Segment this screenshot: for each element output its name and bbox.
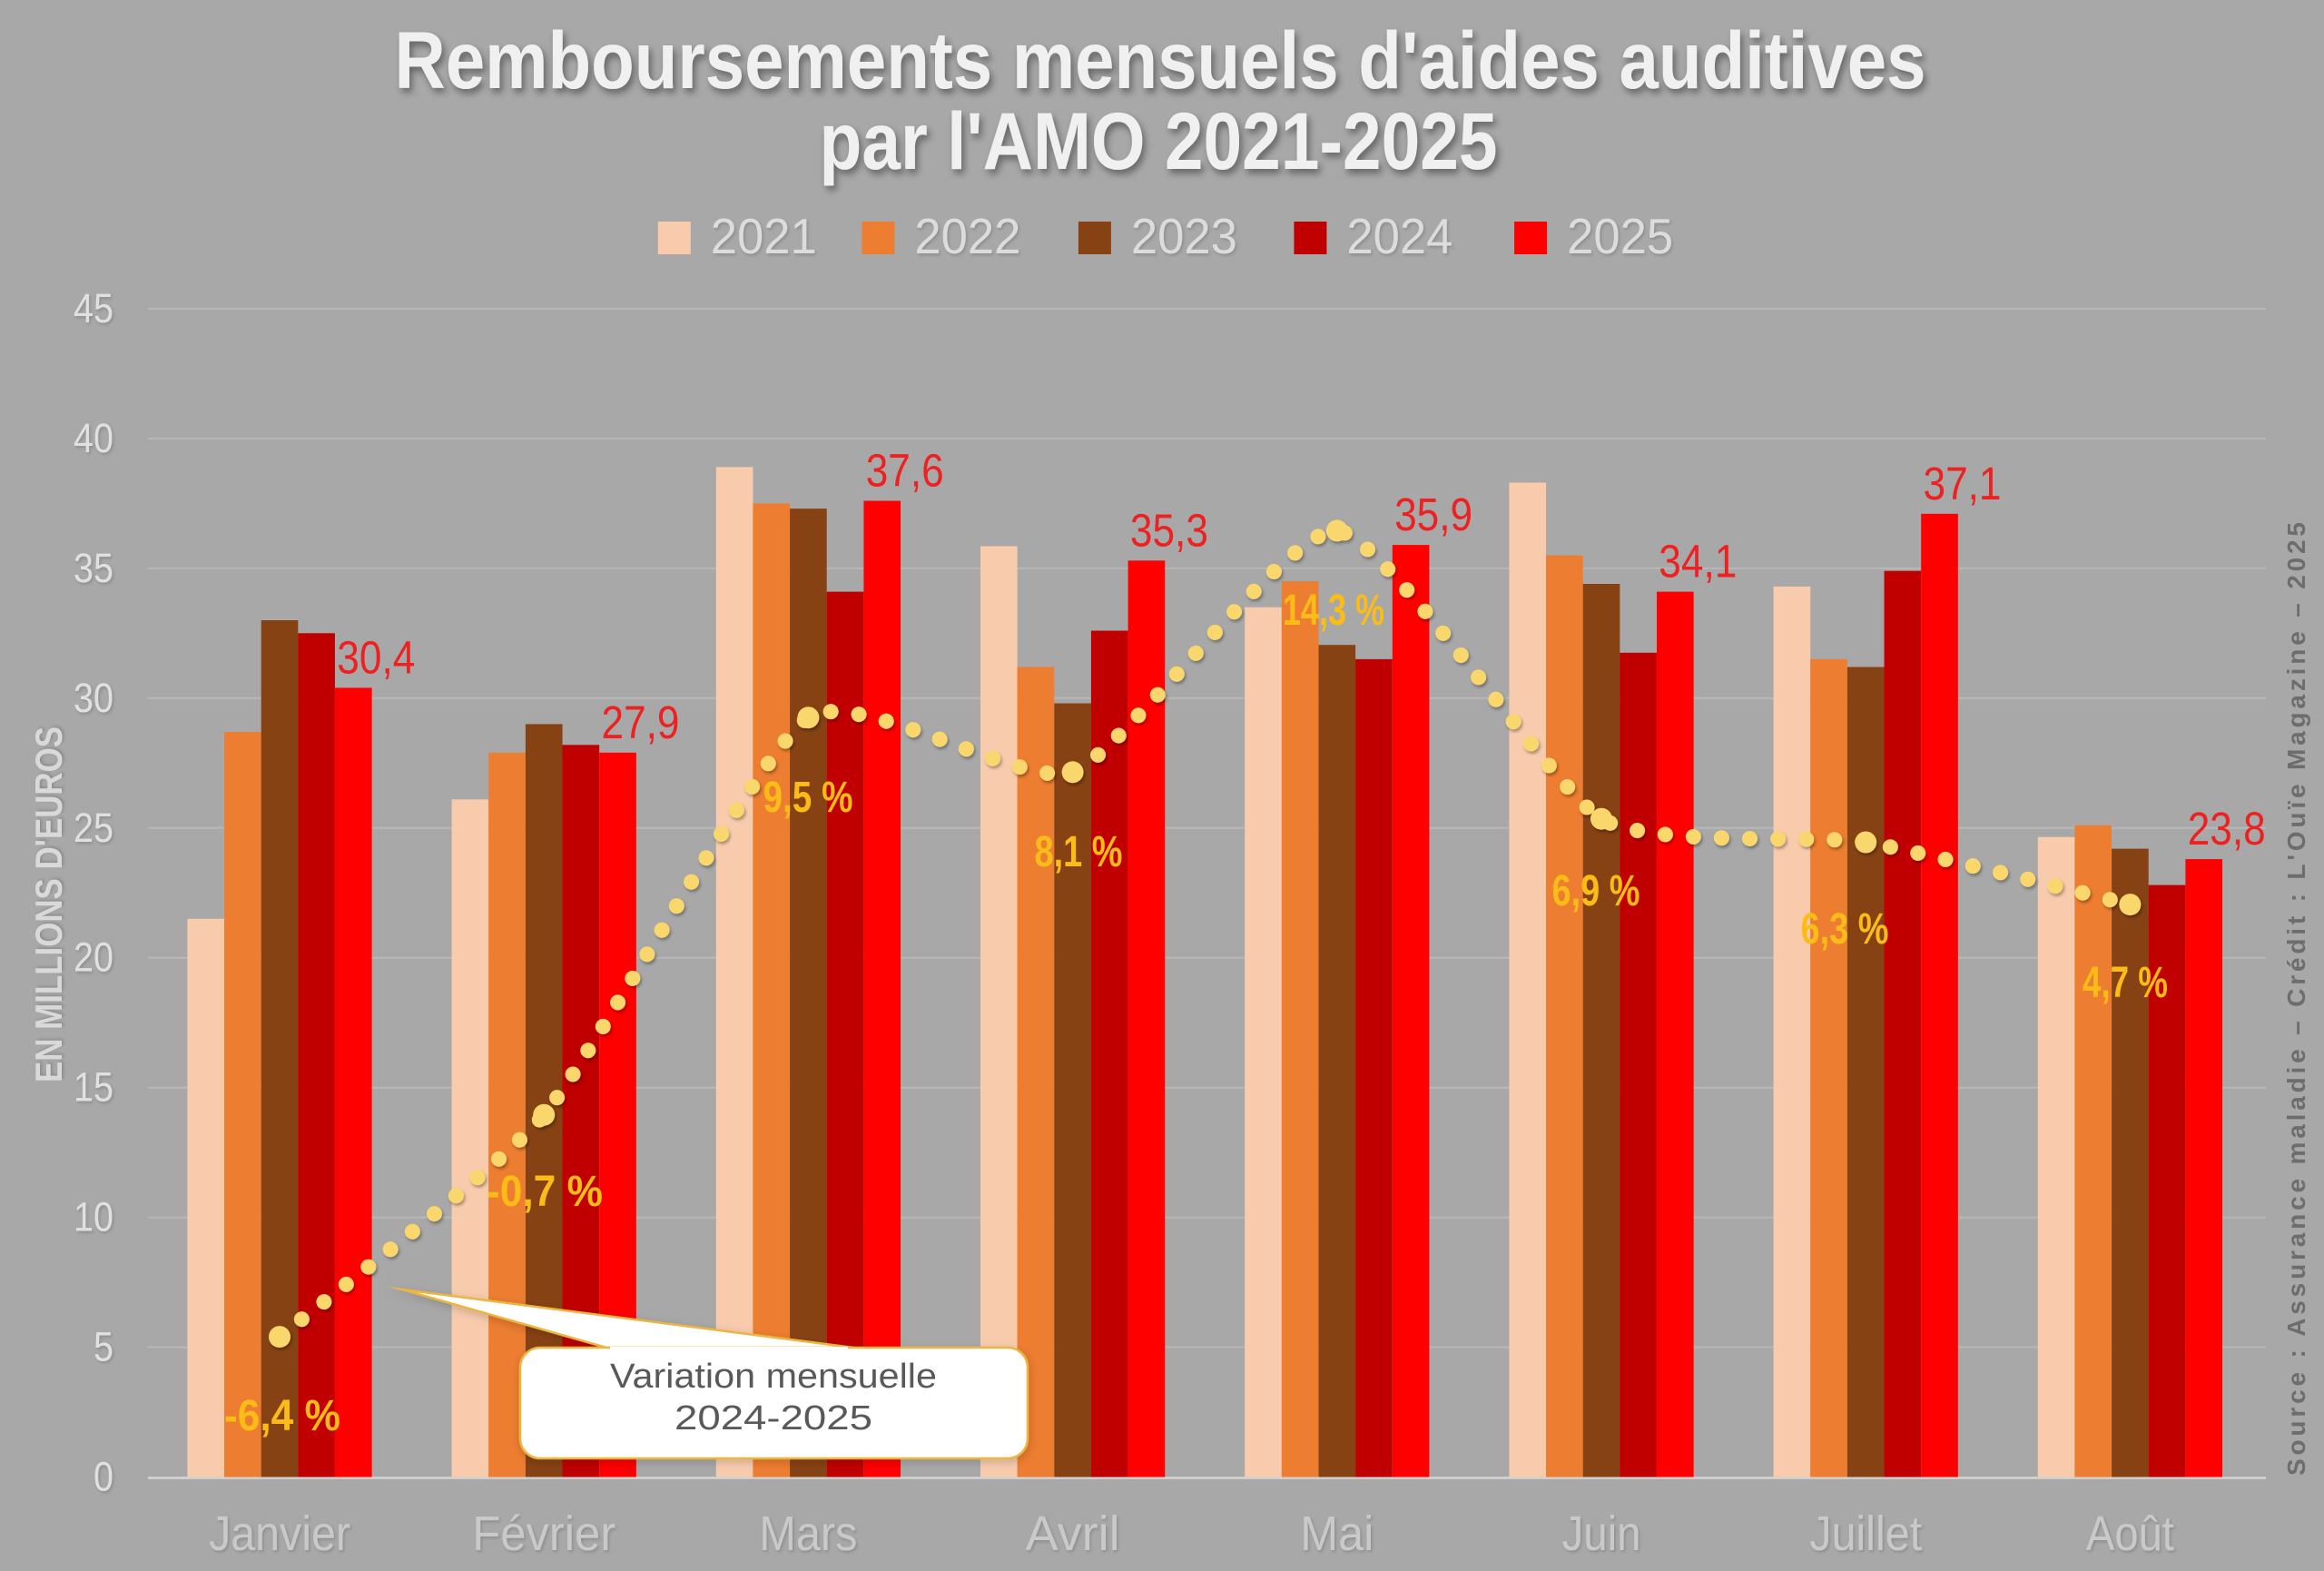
svg-text:Avril: Avril bbox=[1026, 1507, 1120, 1561]
svg-text:Variation mensuelle: Variation mensuelle bbox=[610, 1358, 937, 1396]
svg-text:34,1: 34,1 bbox=[1659, 536, 1737, 588]
svg-text:par l'AMO 2021-2025: par l'AMO 2021-2025 bbox=[820, 95, 1498, 186]
svg-text:30,4: 30,4 bbox=[337, 631, 415, 683]
svg-text:5: 5 bbox=[94, 1324, 113, 1370]
svg-text:6,3 %: 6,3 % bbox=[1801, 905, 1889, 953]
svg-text:2023: 2023 bbox=[1131, 208, 1237, 264]
svg-text:4,7 %: 4,7 % bbox=[2083, 959, 2168, 1007]
svg-text:35: 35 bbox=[74, 545, 113, 591]
svg-text:14,3 %: 14,3 % bbox=[1283, 587, 1384, 635]
svg-text:9,5 %: 9,5 % bbox=[763, 774, 853, 822]
svg-text:Février: Février bbox=[472, 1507, 615, 1561]
svg-text:-0,7 %: -0,7 % bbox=[487, 1168, 603, 1216]
svg-text:Remboursements mensuels d'aide: Remboursements mensuels d'aides auditive… bbox=[395, 15, 1926, 105]
svg-text:Juin: Juin bbox=[1562, 1507, 1641, 1561]
svg-text:37,6: 37,6 bbox=[866, 445, 944, 497]
svg-text:45: 45 bbox=[74, 285, 113, 331]
svg-text:2022: 2022 bbox=[914, 208, 1020, 264]
svg-text:Source : Assurance maladie – C: Source : Assurance maladie – Crédit : L'… bbox=[2282, 522, 2310, 1476]
svg-text:37,1: 37,1 bbox=[1924, 458, 2002, 509]
svg-text:23,8: 23,8 bbox=[2188, 803, 2266, 855]
svg-text:20: 20 bbox=[74, 934, 113, 981]
svg-text:27,9: 27,9 bbox=[602, 697, 680, 748]
svg-text:-6,4 %: -6,4 % bbox=[224, 1392, 340, 1440]
svg-text:Août: Août bbox=[2086, 1507, 2174, 1561]
svg-text:2021: 2021 bbox=[711, 208, 817, 264]
svg-text:2025: 2025 bbox=[1567, 208, 1673, 264]
svg-text:10: 10 bbox=[74, 1194, 113, 1240]
svg-text:30: 30 bbox=[74, 675, 113, 721]
svg-text:40: 40 bbox=[74, 415, 113, 461]
svg-text:35,9: 35,9 bbox=[1394, 489, 1472, 540]
svg-text:25: 25 bbox=[74, 805, 113, 851]
svg-text:15: 15 bbox=[74, 1064, 113, 1111]
svg-text:Mars: Mars bbox=[759, 1507, 857, 1561]
svg-text:Juillet: Juillet bbox=[1809, 1507, 1922, 1561]
svg-text:Mai: Mai bbox=[1300, 1507, 1374, 1561]
svg-text:2024: 2024 bbox=[1346, 208, 1452, 264]
svg-text:2024-2025: 2024-2025 bbox=[675, 1399, 872, 1438]
svg-text:35,3: 35,3 bbox=[1130, 504, 1208, 556]
svg-text:8,1 %: 8,1 % bbox=[1035, 828, 1123, 876]
svg-text:Janvier: Janvier bbox=[209, 1507, 350, 1561]
svg-text:0: 0 bbox=[94, 1454, 113, 1500]
svg-text:EN MILLIONS D'EUROS: EN MILLIONS D'EUROS bbox=[27, 726, 70, 1082]
svg-text:6,9 %: 6,9 % bbox=[1552, 867, 1640, 915]
